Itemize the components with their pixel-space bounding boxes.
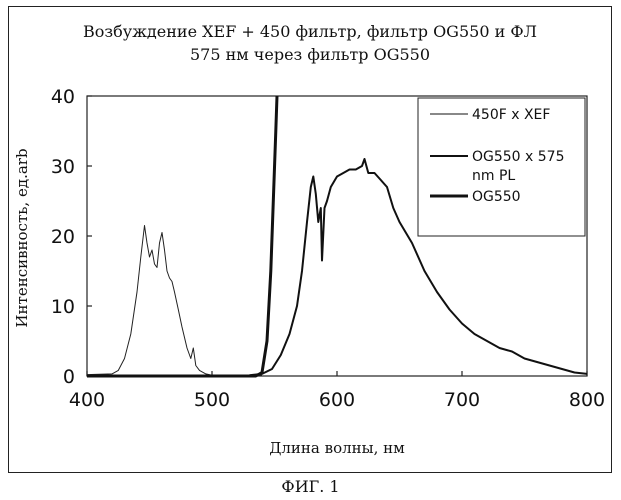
figure-caption: ФИГ. 1 bbox=[0, 477, 621, 496]
x-tick-label: 500 bbox=[194, 389, 230, 411]
x-tick-label: 400 bbox=[69, 389, 105, 411]
y-axis-label: Интенсивность, ед.arb bbox=[13, 148, 31, 327]
legend-label: OG550 x 575 bbox=[472, 149, 565, 165]
legend-label: nm PL bbox=[472, 168, 515, 184]
x-axis-label: Длина волны, нм bbox=[269, 439, 405, 457]
y-tick-label: 0 bbox=[63, 366, 75, 388]
x-tick-label: 600 bbox=[319, 389, 355, 411]
x-tick-label: 800 bbox=[569, 389, 605, 411]
y-tick-label: 10 bbox=[51, 296, 75, 318]
legend-label: 450F x XEF bbox=[472, 107, 550, 123]
y-tick-label: 20 bbox=[51, 226, 75, 248]
x-tick-label: 700 bbox=[444, 389, 480, 411]
series-line-3 bbox=[87, 96, 277, 376]
legend-label: OG550 bbox=[472, 189, 521, 205]
series-line-1 bbox=[87, 226, 262, 376]
y-tick-label: 30 bbox=[51, 156, 75, 178]
y-tick-label: 40 bbox=[51, 86, 75, 108]
